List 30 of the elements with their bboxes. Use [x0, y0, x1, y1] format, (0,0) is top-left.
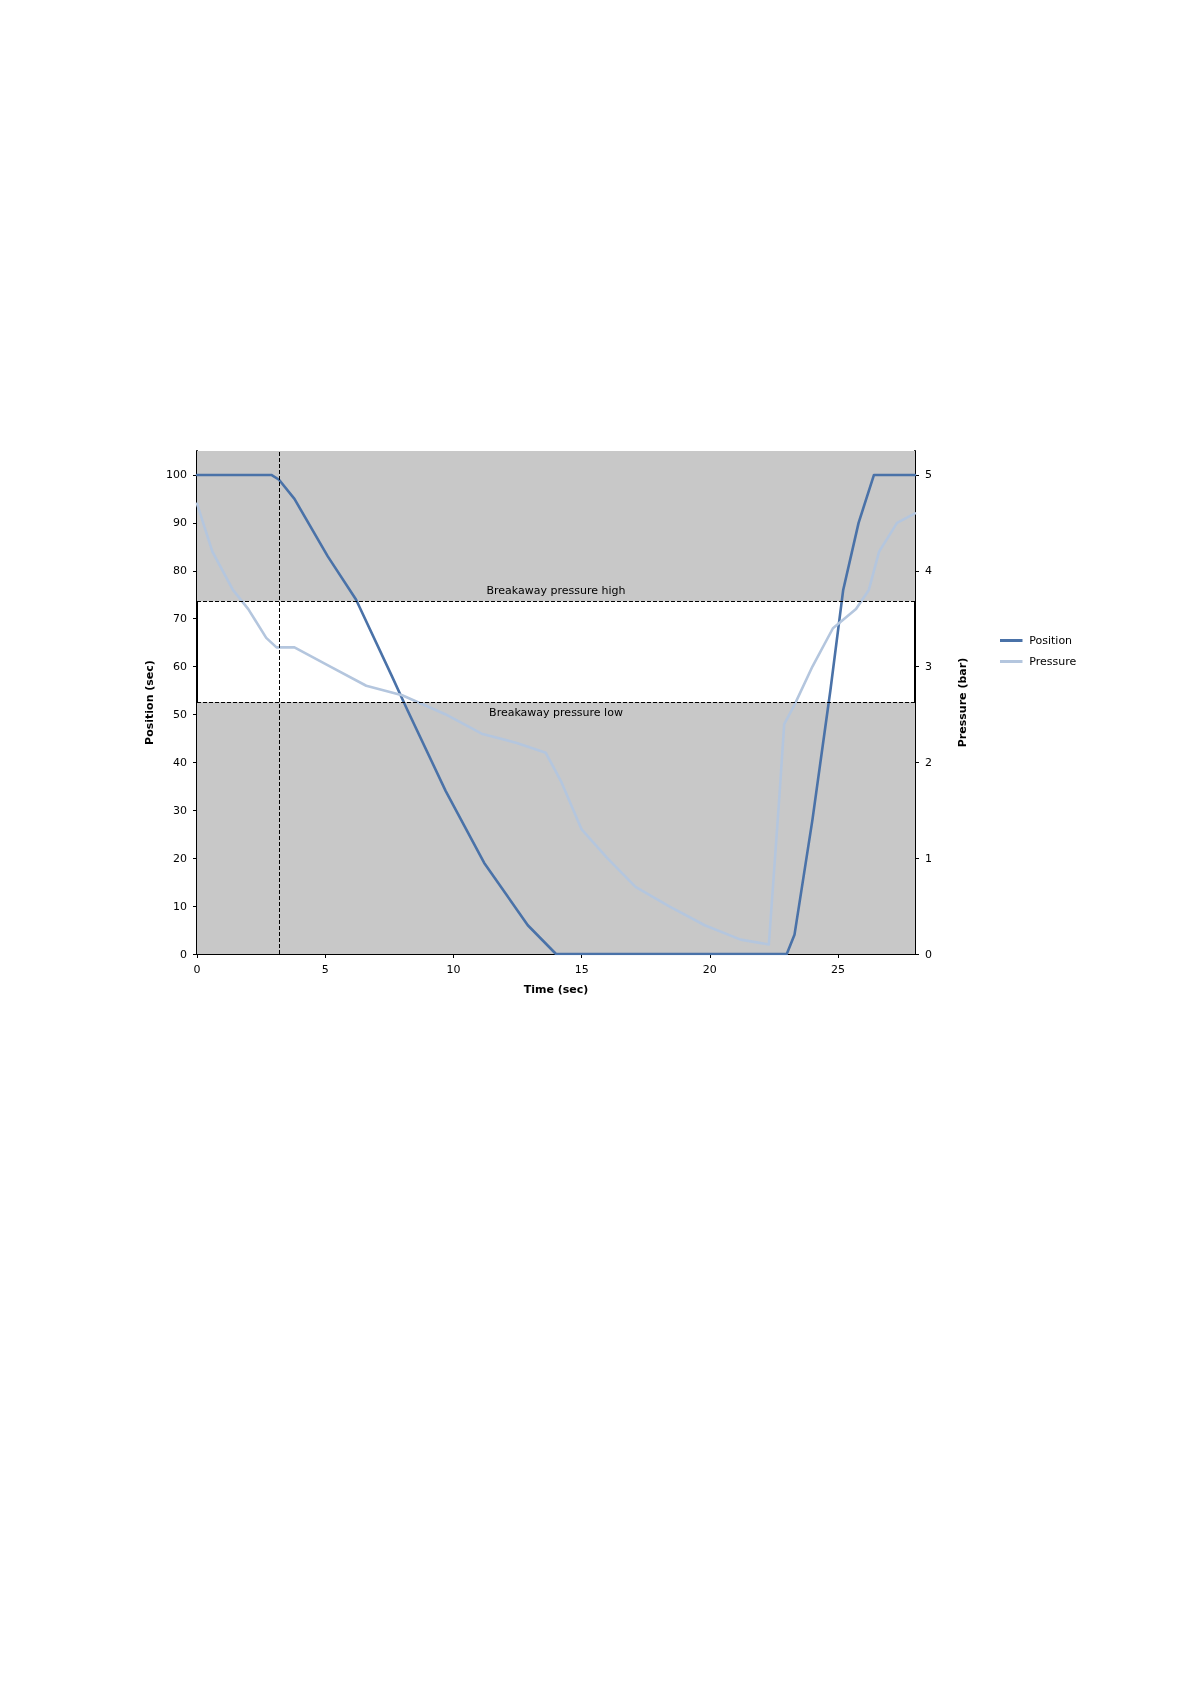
y2-tick-label: 0 [925, 947, 932, 961]
y-tick-label: 20 [173, 851, 187, 865]
legend-label: Pressure [1029, 655, 1077, 668]
x-tick-label: 0 [193, 963, 201, 976]
y-tick-label: 100 [166, 468, 187, 482]
y-tick-label: 30 [173, 803, 187, 817]
y-tick-label: 0 [180, 947, 187, 961]
y-axis-title: Position (sec) [143, 660, 157, 745]
y2-tick-label: 3 [925, 660, 932, 674]
y2-tick-label: 5 [925, 468, 932, 482]
y-tick-label: 10 [173, 899, 187, 913]
x-tick-label: 25 [831, 963, 846, 976]
y-tick-label: 70 [173, 612, 187, 626]
y2-tick-label: 4 [925, 564, 932, 578]
x-tick-label: 10 [446, 963, 461, 976]
x-axis-title: Time (sec) [523, 983, 589, 996]
y-tick-label: 40 [173, 755, 187, 769]
y2-tick-label: 1 [925, 851, 932, 865]
y-tick-label: 90 [173, 516, 187, 530]
legend-label: Position [1029, 634, 1073, 647]
y-tick-label: 50 [173, 707, 187, 721]
y-tick-label: 60 [173, 660, 187, 674]
x-tick-label: 20 [702, 963, 717, 976]
y2-tick-label: 2 [925, 755, 932, 769]
x-tick-label: 5 [321, 963, 329, 976]
x-tick-label: 15 [574, 963, 589, 976]
ref-line-label: Breakaway pressure high [486, 584, 626, 598]
y2-axis-title: Pressure (bar) [956, 657, 969, 748]
y-tick-label: 80 [173, 564, 187, 578]
ref-line-label: Breakaway pressure low [489, 706, 623, 720]
